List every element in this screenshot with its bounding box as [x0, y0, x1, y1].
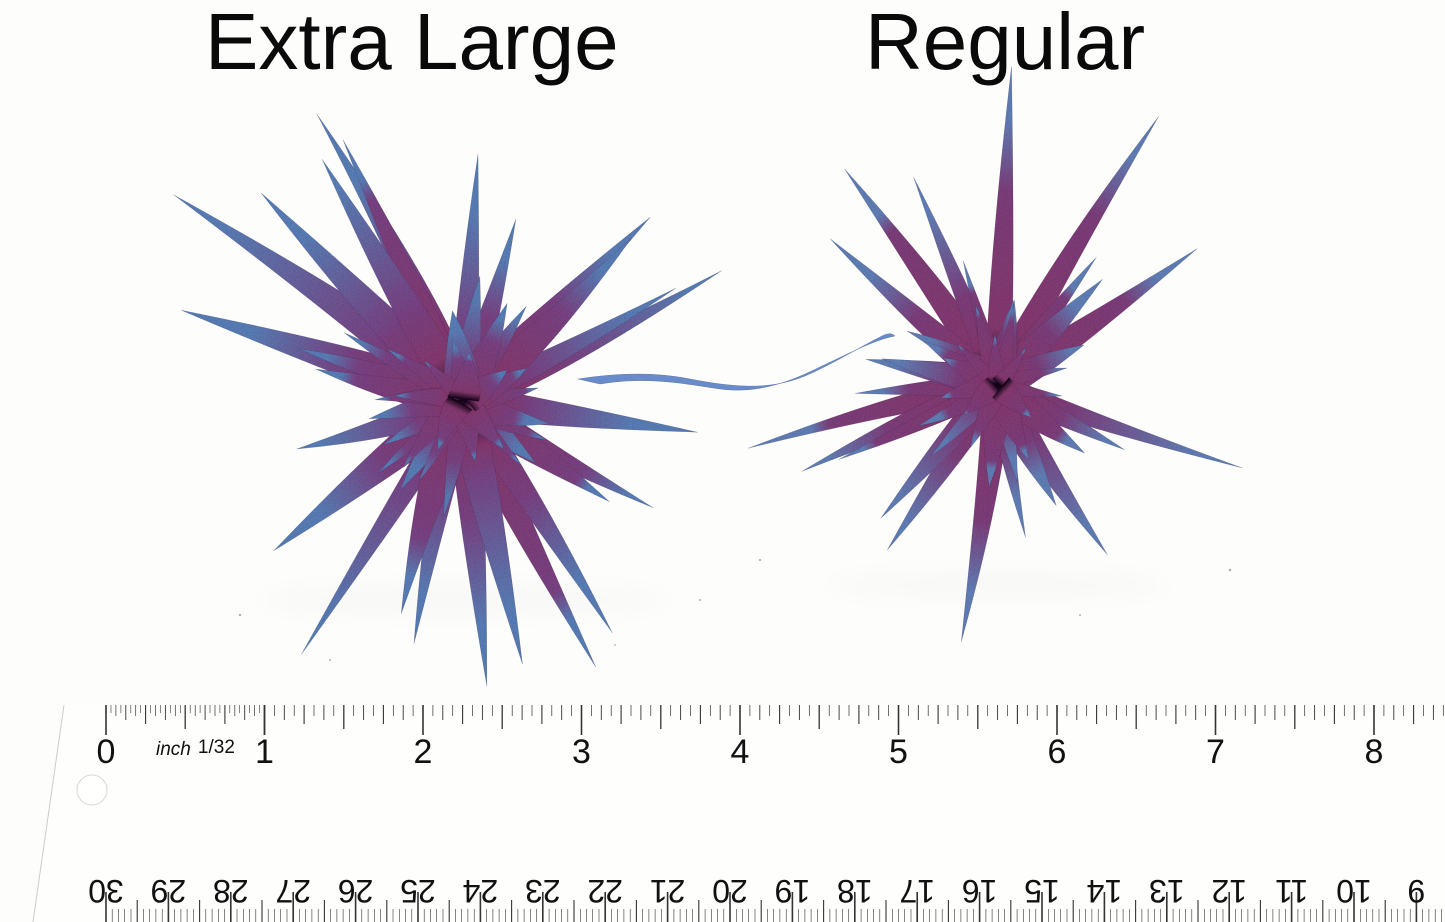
- svg-text:10: 10: [1336, 873, 1372, 909]
- svg-text:11: 11: [1275, 873, 1308, 909]
- svg-text:30: 30: [88, 873, 124, 909]
- svg-text:8: 8: [1365, 733, 1384, 771]
- svg-text:21: 21: [650, 873, 686, 909]
- svg-text:16: 16: [962, 873, 998, 909]
- svg-text:9: 9: [1408, 873, 1426, 909]
- svg-text:29: 29: [151, 873, 187, 909]
- svg-text:0: 0: [97, 733, 116, 771]
- svg-text:15: 15: [1024, 873, 1060, 909]
- svg-text:22: 22: [587, 873, 623, 909]
- svg-text:7: 7: [1206, 733, 1225, 771]
- svg-text:14: 14: [1087, 873, 1123, 909]
- svg-text:1/32: 1/32: [198, 737, 235, 758]
- svg-text:3: 3: [572, 733, 591, 771]
- svg-text:13: 13: [1149, 873, 1185, 909]
- svg-text:27: 27: [275, 873, 311, 909]
- svg-text:24: 24: [463, 873, 499, 909]
- svg-text:28: 28: [213, 873, 249, 909]
- svg-text:12: 12: [1211, 873, 1247, 909]
- svg-text:23: 23: [525, 873, 561, 909]
- svg-text:1: 1: [255, 733, 274, 771]
- svg-text:26: 26: [338, 873, 374, 909]
- svg-text:20: 20: [712, 873, 748, 909]
- svg-text:18: 18: [837, 873, 873, 909]
- svg-text:6: 6: [1048, 733, 1067, 771]
- svg-text:2: 2: [414, 733, 433, 771]
- svg-text:5: 5: [889, 733, 908, 771]
- svg-text:25: 25: [400, 873, 436, 909]
- svg-text:17: 17: [899, 873, 935, 909]
- svg-text:4: 4: [731, 733, 750, 771]
- svg-text:19: 19: [775, 873, 811, 909]
- svg-text:inch: inch: [156, 739, 191, 760]
